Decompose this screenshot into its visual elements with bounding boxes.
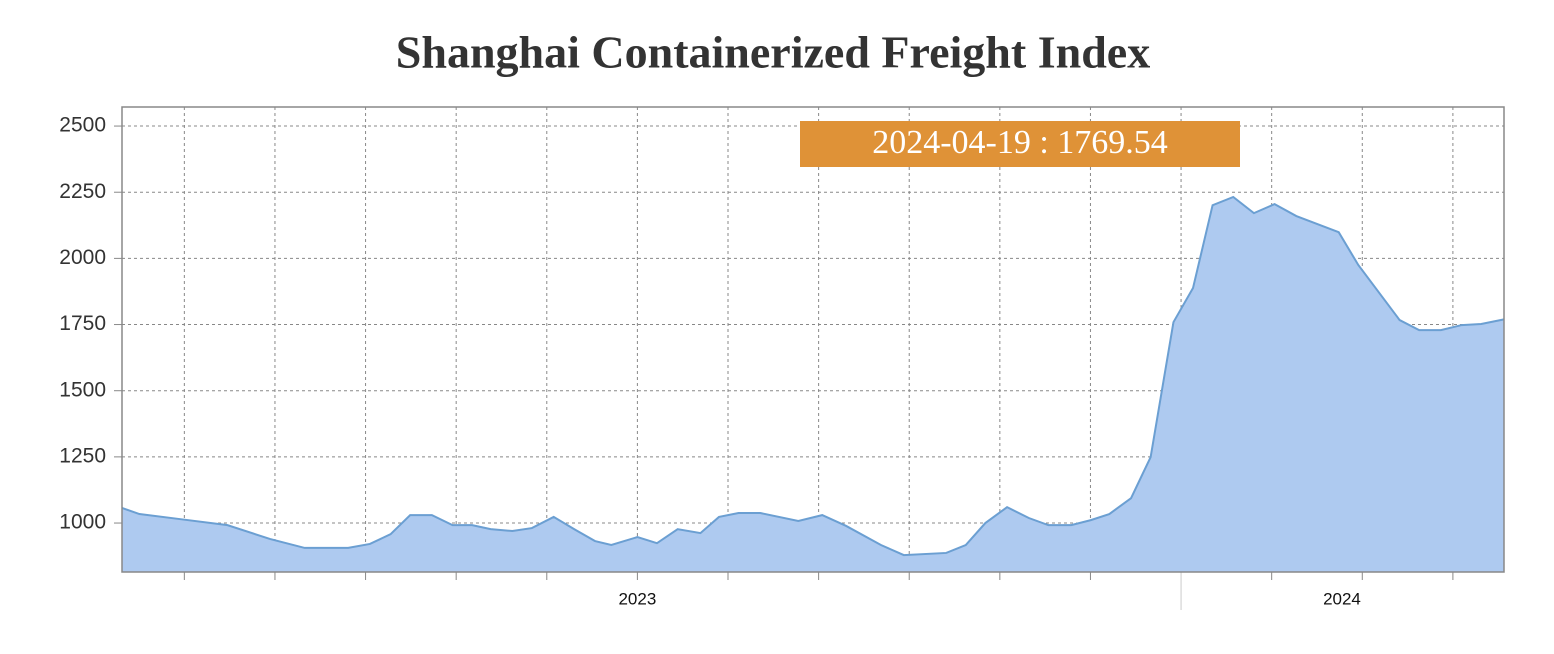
- chart-title: Shanghai Containerized Freight Index: [396, 27, 1150, 78]
- plot-border: [121, 106, 1505, 573]
- y-tick-label: 2250: [59, 180, 106, 203]
- x-tick-label: 2024: [1323, 589, 1361, 608]
- x-tick-label: 2023: [618, 589, 656, 608]
- annotation-box: [800, 121, 1240, 167]
- y-tick-label: 1750: [59, 312, 106, 335]
- y-tick-label: 1250: [59, 444, 106, 467]
- y-tick-label: 1000: [59, 511, 106, 534]
- y-tick-label: 2500: [59, 114, 106, 137]
- area-line: [121, 195, 1505, 557]
- area: [122, 196, 1504, 573]
- y-tick-label: 2000: [59, 246, 106, 269]
- annotation: 2024-04-19 : 1769.54: [872, 124, 1168, 161]
- y-tick-label: 1500: [59, 378, 106, 401]
